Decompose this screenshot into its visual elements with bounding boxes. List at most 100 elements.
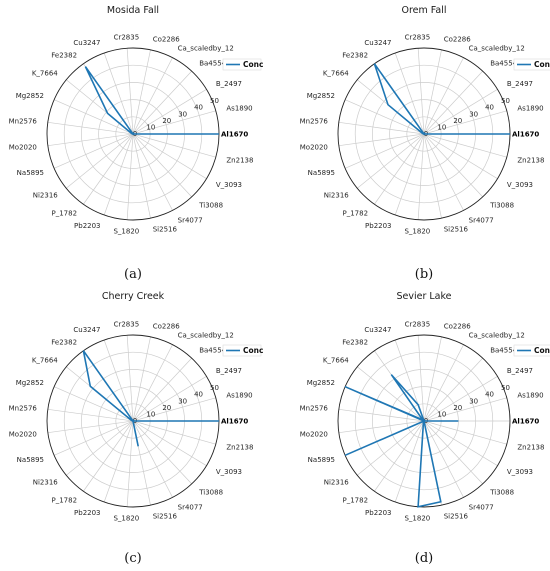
category-label: Na5895 (17, 169, 44, 177)
panel-label: (a) (124, 267, 142, 282)
grid-spoke (132, 133, 151, 219)
radial-tick-label: 30 (469, 110, 478, 118)
grid-spoke (132, 133, 192, 198)
category-label: Si2516 (153, 512, 178, 520)
grid-spoke (103, 339, 134, 422)
chart-title: Orem Fall (402, 5, 447, 16)
category-label: Ti3088 (198, 201, 223, 209)
category-label: Sr4077 (178, 217, 203, 225)
radial-tick-label: 10 (437, 410, 446, 418)
grid-spoke (47, 121, 134, 135)
category-label: Co2286 (444, 323, 472, 331)
category-label: Mg2852 (16, 379, 44, 387)
category-label: S_1820 (113, 227, 139, 235)
category-label: S_1820 (404, 227, 430, 235)
category-label: Al1670 (221, 418, 248, 426)
grid-spoke (53, 99, 134, 135)
category-label: Cr2835 (405, 321, 431, 329)
category-label: Ca_scaledby_12 (178, 44, 234, 52)
category-label: Si2516 (153, 225, 178, 233)
grid-spoke (66, 133, 134, 189)
grid-spoke (344, 99, 425, 135)
grid-spoke (394, 420, 425, 503)
category-label: Si2516 (444, 512, 469, 520)
category-label: Ba4554 (490, 347, 517, 355)
grid-spoke (423, 133, 498, 179)
grid-spoke (423, 89, 498, 135)
chart-title: Mosida Fall (107, 5, 159, 16)
grid-spoke (423, 420, 464, 498)
category-label: Cu3247 (73, 39, 100, 47)
series-line-conc (344, 374, 459, 508)
grid-spoke (374, 133, 425, 205)
grid-spoke (47, 408, 134, 422)
category-label: B_2497 (507, 80, 533, 88)
category-label: Co2286 (153, 36, 181, 44)
grid-spoke (357, 420, 425, 476)
grid-spoke (394, 52, 425, 135)
grid-spoke (423, 70, 483, 135)
radar-panel-3: Cherry Creek01020304050Al1670As1890B_249… (9, 291, 264, 566)
grid-spoke (132, 376, 207, 422)
grid-spoke (357, 366, 425, 422)
grid-spoke (126, 420, 134, 507)
radial-tick-label: 30 (178, 397, 187, 405)
category-label: Pb2203 (365, 509, 391, 517)
category-label: Fe2382 (51, 51, 77, 59)
category-label: Sr4077 (469, 217, 494, 225)
grid-spoke (394, 133, 425, 216)
category-label: Mg2852 (16, 92, 44, 100)
radial-tick-label: 10 (146, 123, 155, 131)
category-label: P_1782 (343, 210, 369, 218)
category-label: Fe2382 (51, 338, 77, 346)
series-line-conc (84, 66, 219, 136)
radial-tick-label: 10 (437, 123, 446, 131)
category-label: Ba4554 (199, 347, 226, 355)
category-label: Cr2835 (114, 321, 140, 329)
category-label: Ca_scaledby_12 (469, 331, 525, 339)
category-label: S_1820 (113, 514, 139, 522)
radar-panel-4: Sevier Lake01020304050Al1670As1890B_2497… (300, 291, 550, 566)
radial-tick-label: 50 (501, 97, 510, 105)
category-label: Mn2576 (9, 117, 38, 125)
category-label: Sr4077 (178, 504, 203, 512)
grid-spoke (423, 49, 442, 135)
radial-tick-label: 40 (194, 104, 203, 112)
radial-tick-label: 20 (162, 117, 171, 125)
category-label: Ba4554 (199, 60, 226, 68)
category-label: P_1782 (52, 497, 78, 505)
series-line-conc (82, 350, 219, 447)
grid-spoke (417, 48, 425, 135)
grid-spoke (132, 133, 216, 158)
grid-spoke (423, 57, 464, 135)
grid-spoke (132, 133, 207, 179)
grid-spoke (132, 133, 173, 211)
category-label: B_2497 (507, 367, 533, 375)
radar-panel-1: Mosida Fall01020304050Al1670As1890B_2497… (9, 5, 264, 282)
legend-box (222, 58, 262, 71)
category-label: K_7664 (32, 69, 58, 77)
panel-label: (d) (415, 551, 433, 566)
grid-spoke (132, 397, 216, 422)
category-label: Mo2020 (9, 144, 37, 152)
panel-label: (c) (124, 551, 141, 566)
radial-tick-label: 40 (485, 391, 494, 399)
grid-spoke (132, 49, 151, 135)
grid-spoke (126, 48, 134, 135)
radial-tick-label: 40 (485, 104, 494, 112)
legend-label: Conc (243, 346, 263, 355)
grid-spoke (417, 133, 425, 220)
grid-spoke (103, 420, 134, 503)
category-label: Na5895 (308, 169, 335, 177)
grid-spoke (132, 420, 173, 498)
grid-spoke (132, 89, 207, 135)
category-label: Ba4554 (490, 60, 517, 68)
category-label: V_3093 (507, 181, 533, 189)
category-label: B_2497 (216, 367, 242, 375)
category-label: As1890 (517, 104, 543, 112)
category-label: Cr2835 (114, 34, 140, 42)
grid-spoke (423, 133, 442, 219)
outer-ring (337, 334, 511, 508)
category-label: Mo2020 (300, 431, 328, 439)
category-label: Mn2576 (300, 117, 329, 125)
